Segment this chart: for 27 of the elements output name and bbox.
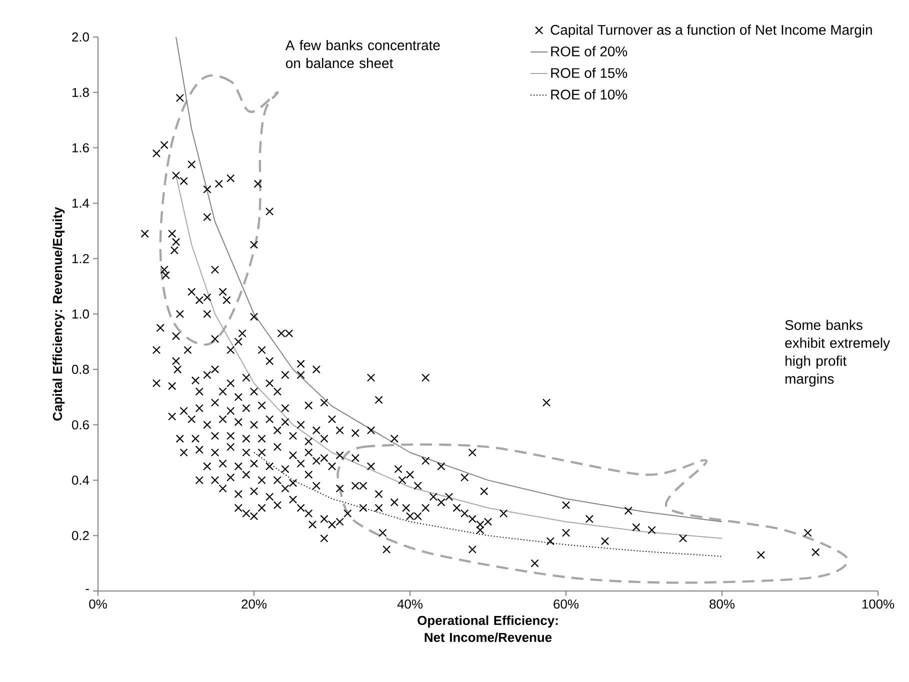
- y-tick-label: 1.6: [72, 143, 89, 152]
- y-tick-label: 2.0: [72, 32, 89, 42]
- x-tick-label: 60%: [554, 600, 579, 609]
- x-axis-title: Operational Efficiency: Net Income/Revenue: [418, 616, 558, 642]
- y-tick-label: 1.4: [72, 198, 90, 208]
- x-tick-label: 40%: [397, 600, 423, 609]
- legend-label: ROE of 10%: [551, 89, 628, 100]
- legend-label: ROE of 15%: [551, 68, 628, 78]
- y-tick-label: 1.2: [72, 254, 89, 264]
- y-tick-label: 1.8: [72, 88, 89, 97]
- x-tick-label: 20%: [242, 600, 267, 609]
- x-tick-label: 100%: [862, 600, 894, 609]
- y-tick-label: 0.6: [72, 420, 89, 430]
- annotation: A few banks concentrate on balance sheet: [285, 40, 440, 68]
- legend-label: Capital Turnover as a function of Net Income Margin: [550, 24, 872, 38]
- y-axis-title: Capital Efficiency: Revenue/Equity: [52, 206, 65, 421]
- annotation: Some banks exhibit extremely high profit margins: [785, 320, 890, 387]
- y-tick-label: 0.4: [72, 476, 90, 485]
- x-tick-label: 0%: [89, 600, 107, 609]
- legend-label: ROE of 20%: [551, 46, 628, 56]
- x-tick-label: 80%: [710, 600, 735, 609]
- y-tick-label: 0.8: [72, 364, 89, 374]
- y-tick-label: -: [86, 589, 89, 590]
- y-tick-label: 0.2: [72, 531, 89, 540]
- line-series: [254, 452, 723, 557]
- y-tick-label: 1.0: [72, 309, 89, 319]
- line-series: [176, 36, 723, 522]
